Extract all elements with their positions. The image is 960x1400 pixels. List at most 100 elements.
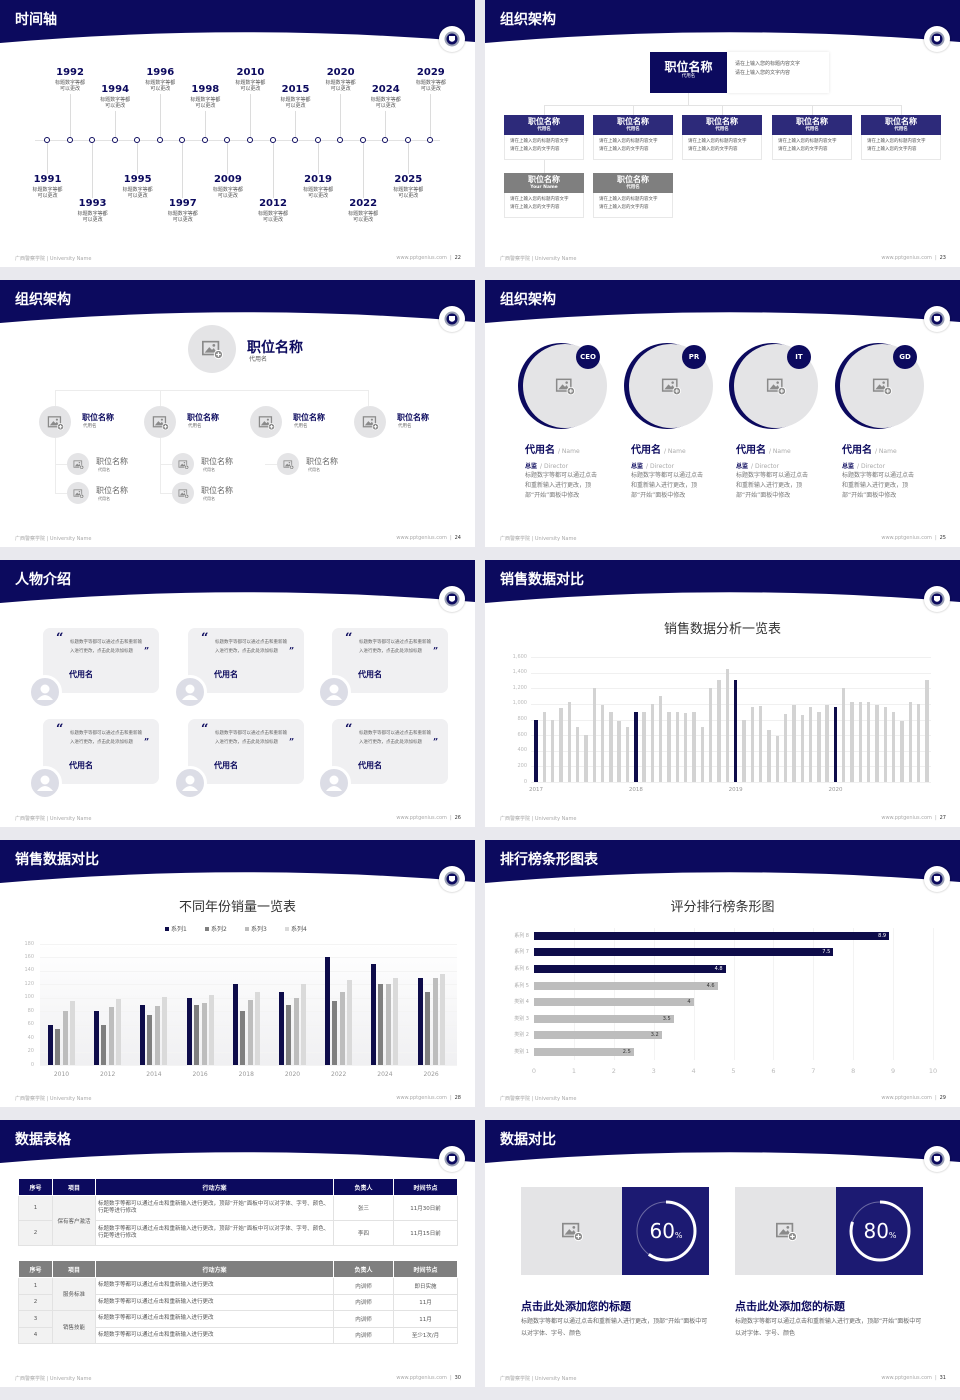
position-card-header[interactable]: 职位名称 Your Name <box>504 173 584 193</box>
table-row[interactable]: 2 标题数字等都可以通过点击和重新输入进行更改，顶部“开始”面板中可以对字体、字号… <box>18 1220 458 1246</box>
bar[interactable] <box>767 730 771 782</box>
bar[interactable] <box>842 688 846 782</box>
position-card-header[interactable]: 职位名称 代用名 <box>593 173 673 193</box>
bar[interactable] <box>916 703 921 782</box>
bar[interactable] <box>279 991 284 1065</box>
bar[interactable] <box>925 680 929 782</box>
bar[interactable] <box>750 706 754 782</box>
bar[interactable] <box>875 705 879 782</box>
bar[interactable] <box>575 727 580 782</box>
bar[interactable] <box>592 688 596 782</box>
top-avatar-placeholder[interactable] <box>188 325 236 373</box>
bar[interactable] <box>534 719 538 782</box>
bar[interactable] <box>393 977 399 1065</box>
bar[interactable] <box>675 711 680 782</box>
top-position-box[interactable]: 职位名称 代用名 <box>650 52 727 93</box>
table-row[interactable]: 1 保有客户激活 标题数字等都可以通过点击和重新输入进行更改，顶部“开始”面板中可以… <box>18 1195 458 1246</box>
avatar-placeholder[interactable] <box>67 453 89 475</box>
position-card-header[interactable]: 职位名称 代用名 <box>861 115 941 135</box>
bar[interactable] <box>559 707 563 782</box>
avatar-placeholder[interactable] <box>354 406 386 438</box>
bar[interactable] <box>550 719 555 782</box>
bar[interactable] <box>371 964 377 1065</box>
bar[interactable] <box>232 984 238 1065</box>
bar[interactable] <box>432 977 438 1065</box>
bar[interactable] <box>55 1028 60 1065</box>
timeline-node[interactable] <box>292 136 299 143</box>
timeline-node[interactable] <box>314 136 321 143</box>
bar[interactable] <box>286 1004 291 1065</box>
position-card-header[interactable]: 职位名称 代用名 <box>772 115 852 135</box>
bar[interactable] <box>858 701 863 782</box>
timeline-node[interactable] <box>44 136 50 143</box>
bar[interactable] <box>116 999 122 1065</box>
bar[interactable] <box>634 712 638 782</box>
photo-placeholder[interactable] <box>735 1187 836 1275</box>
photo-placeholder[interactable] <box>521 1187 622 1275</box>
bar[interactable] <box>908 702 913 782</box>
bar[interactable] <box>717 680 721 782</box>
timeline-node[interactable] <box>269 136 276 143</box>
timeline-node[interactable] <box>156 136 163 143</box>
bar[interactable]: 4.8 <box>534 965 726 973</box>
bar[interactable] <box>378 984 384 1065</box>
bar[interactable] <box>833 707 838 782</box>
bar[interactable] <box>600 704 605 782</box>
bar[interactable] <box>208 995 214 1065</box>
timeline-node[interactable] <box>224 136 231 143</box>
bar[interactable] <box>70 1001 75 1065</box>
bar[interactable] <box>417 977 423 1065</box>
bar[interactable] <box>584 735 588 782</box>
bar[interactable]: 8.9 <box>534 931 890 940</box>
avatar-placeholder[interactable] <box>277 453 299 475</box>
bar[interactable]: 2.5 <box>534 1048 634 1056</box>
avatar-placeholder[interactable] <box>67 482 89 504</box>
position-card-header[interactable]: 职位名称 代用名 <box>682 115 762 135</box>
timeline-node[interactable] <box>201 136 208 143</box>
bar[interactable] <box>783 713 788 782</box>
bar[interactable] <box>325 957 331 1065</box>
bar[interactable] <box>625 727 630 782</box>
table-row[interactable]: 1 服务标准 标题数字等都可以通过点击和重新输入进行更改 内训师 即日实施 <box>18 1277 458 1311</box>
bar[interactable] <box>684 713 688 782</box>
bar[interactable] <box>193 1004 199 1065</box>
bar[interactable] <box>692 711 696 782</box>
bar[interactable] <box>642 712 646 782</box>
bar[interactable] <box>883 706 888 782</box>
bar[interactable] <box>48 1024 53 1065</box>
bar[interactable] <box>808 706 813 782</box>
bar[interactable] <box>817 712 821 782</box>
bar[interactable] <box>332 1001 338 1065</box>
timeline-node[interactable] <box>427 136 434 143</box>
avatar-placeholder[interactable] <box>172 453 194 475</box>
avatar[interactable] <box>317 675 351 709</box>
timeline-node[interactable] <box>179 136 186 143</box>
table-row[interactable]: 4 标题数字等都可以通过点击和重新输入进行更改 内训师 至少1次/月 <box>18 1326 458 1344</box>
bar[interactable] <box>709 688 713 782</box>
avatar-placeholder[interactable] <box>250 406 282 438</box>
bar[interactable]: 4 <box>534 998 694 1007</box>
bar[interactable]: 3.2 <box>534 1031 662 1040</box>
bar[interactable]: 7.5 <box>534 948 834 957</box>
bar[interactable]: 3.5 <box>534 1014 674 1023</box>
bar[interactable] <box>775 735 779 782</box>
bar[interactable] <box>186 997 192 1065</box>
position-card-header[interactable]: 职位名称 代用名 <box>593 115 673 135</box>
bar[interactable] <box>439 974 445 1065</box>
timeline-node[interactable] <box>66 136 73 143</box>
bar[interactable] <box>247 999 253 1065</box>
bar[interactable] <box>700 727 705 782</box>
timeline-node[interactable] <box>404 136 411 143</box>
bar[interactable] <box>301 984 306 1065</box>
bar[interactable] <box>239 1011 245 1065</box>
bar[interactable] <box>340 991 346 1065</box>
bar[interactable] <box>109 1007 115 1065</box>
bar[interactable] <box>254 991 260 1065</box>
bar[interactable] <box>386 984 392 1065</box>
avatar-placeholder[interactable] <box>144 406 176 438</box>
bar[interactable] <box>617 721 621 782</box>
bar[interactable] <box>424 991 430 1065</box>
bar[interactable] <box>347 980 353 1065</box>
timeline-node[interactable] <box>337 136 344 143</box>
bar[interactable] <box>140 1004 146 1065</box>
